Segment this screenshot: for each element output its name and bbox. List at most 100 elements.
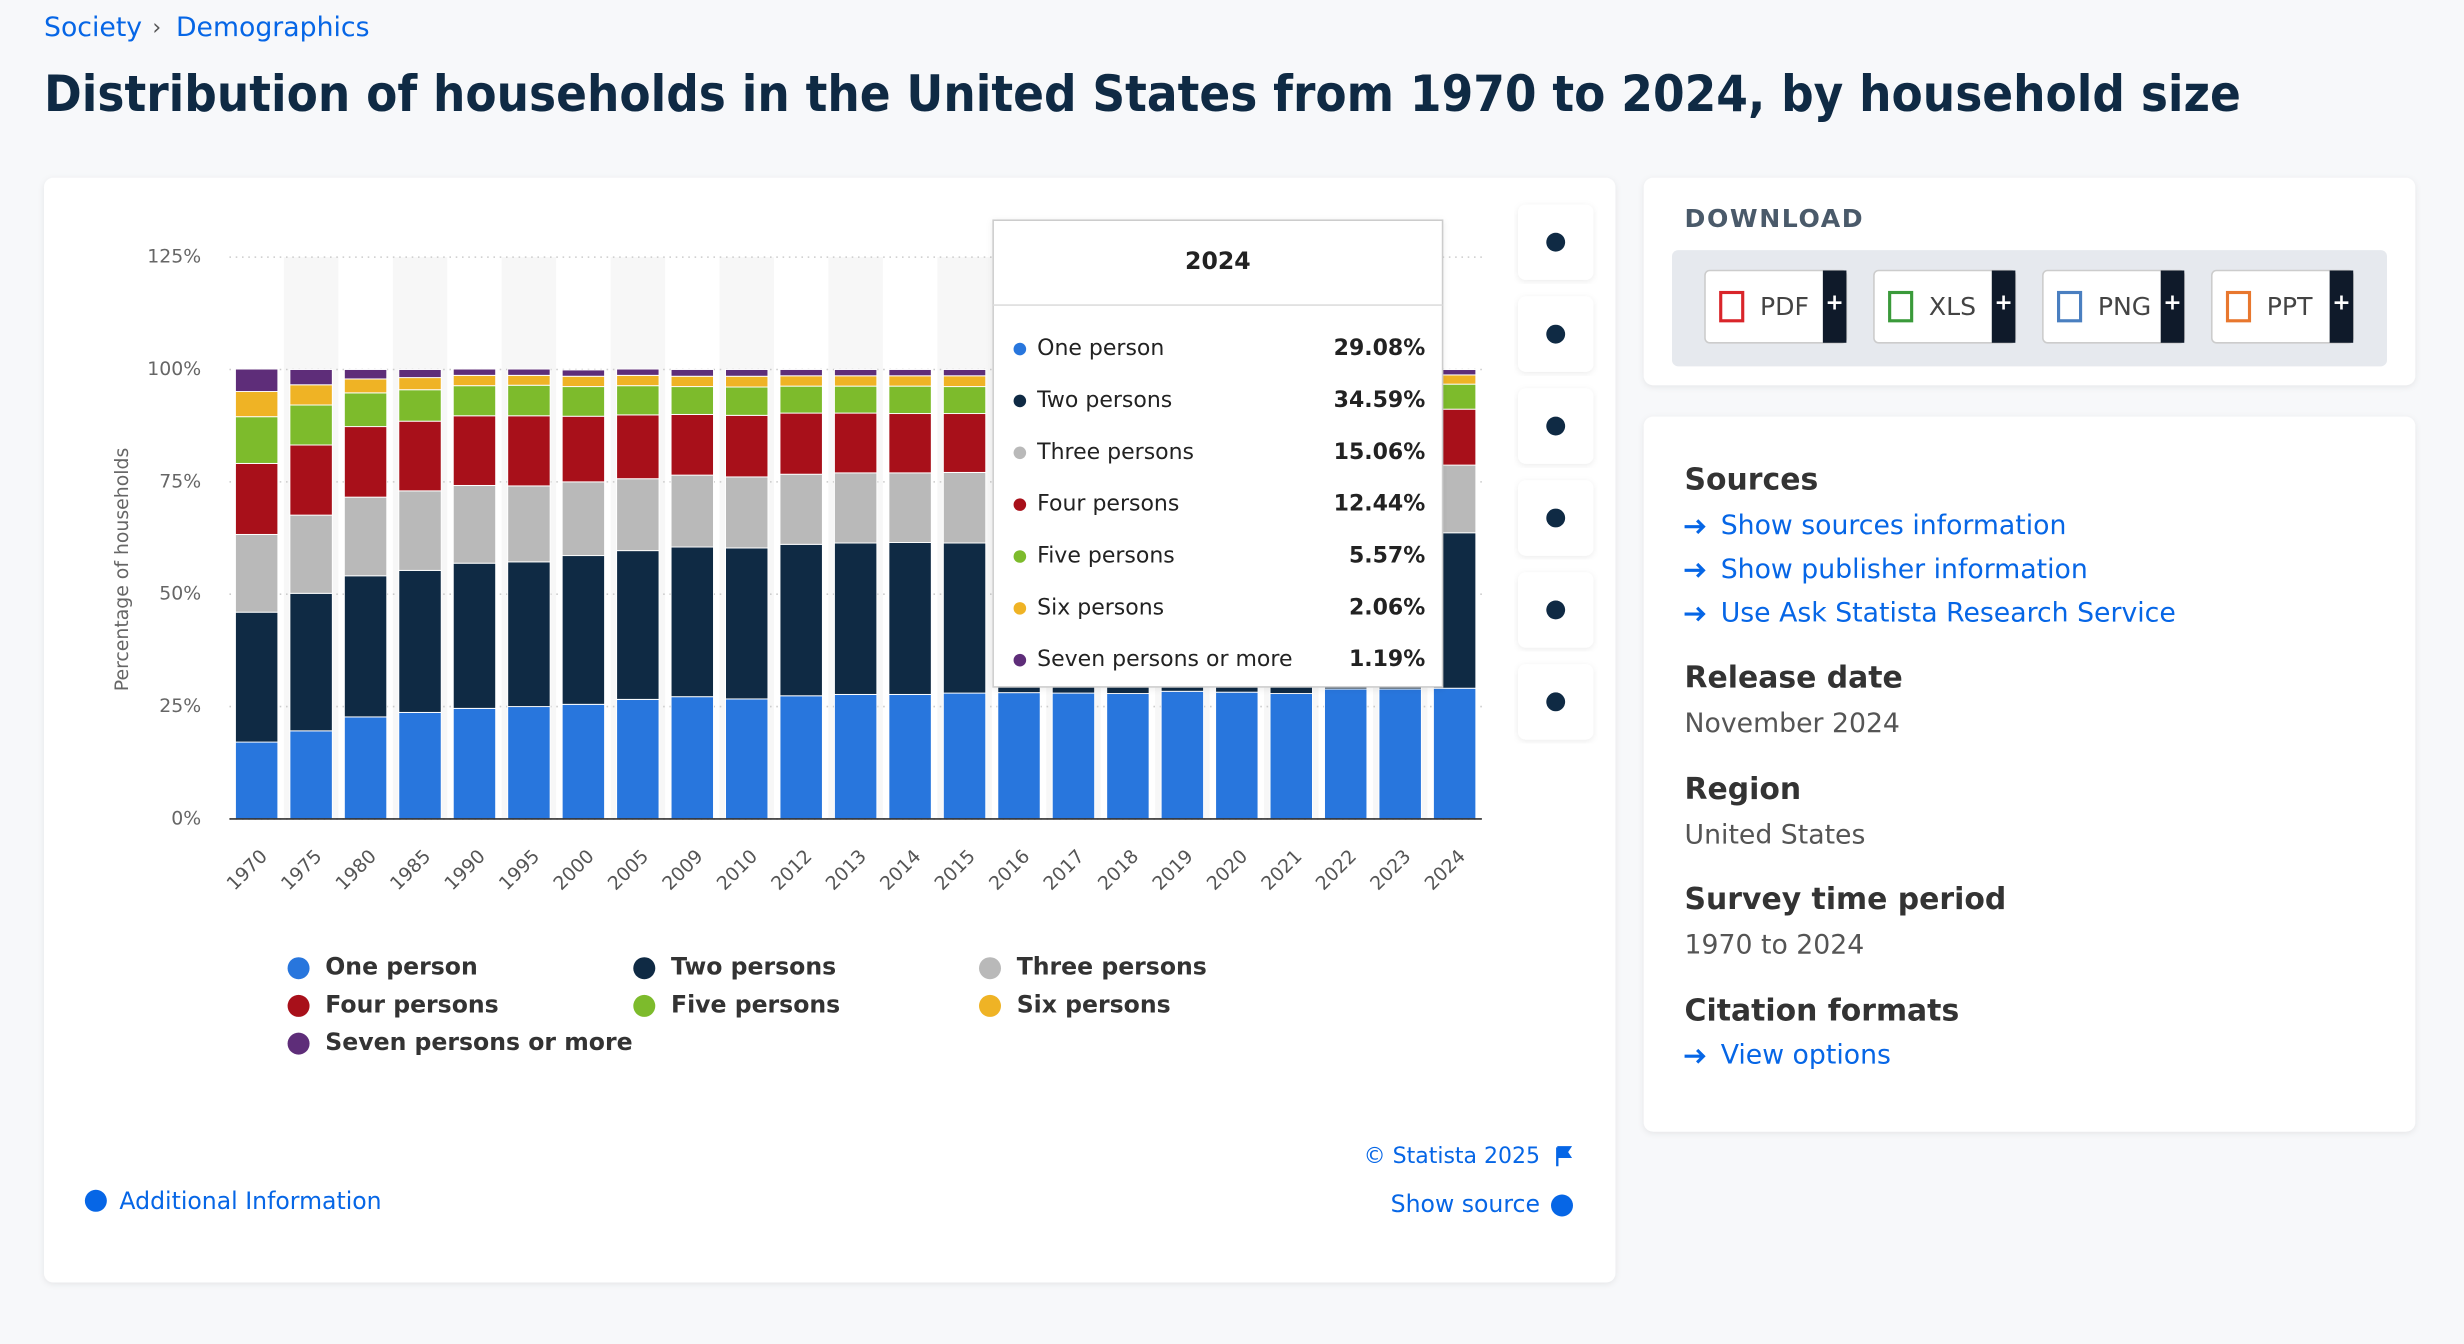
- bar-segment: [942, 692, 987, 820]
- tooltip-value: 2.06%: [1349, 595, 1425, 620]
- legend-swatch[interactable]: [287, 957, 310, 980]
- plus-box: [2329, 270, 2354, 343]
- file-icon: [2225, 290, 2252, 323]
- tooltip-swatch: [1013, 394, 1027, 408]
- bar-segment: [507, 384, 551, 417]
- download-label[interactable]: PPT: [2267, 292, 2313, 321]
- legend-swatch[interactable]: [633, 994, 656, 1017]
- section-link[interactable]: View options: [1721, 1040, 1891, 1071]
- bar-segment: [1051, 692, 1096, 820]
- bar-segment: [452, 707, 497, 820]
- tooltip-name: Three persons: [1036, 440, 1194, 465]
- tooltip-name: Four persons: [1037, 492, 1179, 517]
- bar-segment: [289, 592, 333, 732]
- bar-segment: [670, 375, 714, 388]
- legend-swatch[interactable]: [633, 957, 656, 980]
- bar-segment: [398, 711, 442, 820]
- tooltip-swatch: [1013, 446, 1027, 460]
- bar-segment: [942, 413, 987, 473]
- legend-label[interactable]: Five persons: [671, 990, 840, 1018]
- bar-segment: [1106, 693, 1150, 820]
- bar-segment: [234, 741, 279, 820]
- bar-segment: [398, 420, 442, 492]
- bar-segment: [507, 561, 551, 708]
- tool-icon: [1546, 232, 1566, 252]
- bar-segment: [888, 542, 932, 695]
- bar-segment: [234, 416, 279, 464]
- legend-swatch[interactable]: [979, 957, 1001, 980]
- info-card: [1643, 416, 2416, 1132]
- bar-segment: [452, 368, 497, 376]
- tool-icon: [1546, 324, 1566, 344]
- legend-label[interactable]: One person: [325, 953, 477, 981]
- breadcrumb-sep: ›: [152, 15, 161, 40]
- bar-segment: [289, 514, 333, 594]
- bar-segment: [289, 444, 333, 516]
- download-label[interactable]: XLS: [1929, 292, 1976, 321]
- sidebar: DOWNLOAD PDF + XLS + PNG + PPT + Sources Show sour…: [1685, 204, 2354, 1071]
- bar-segment: [942, 471, 987, 544]
- bar-segment: [234, 462, 279, 535]
- legend-label[interactable]: Four persons: [325, 990, 498, 1018]
- plus-box: [2160, 270, 2185, 343]
- show-source[interactable]: Show source: [1391, 1190, 1540, 1218]
- section-link[interactable]: Use Ask Statista Research Service: [1721, 598, 2176, 629]
- legend-label[interactable]: Three persons: [1017, 953, 1207, 981]
- legend-swatch[interactable]: [979, 994, 1001, 1017]
- bar-segment: [888, 472, 932, 544]
- bar-segment: [670, 546, 714, 698]
- breadcrumb-link[interactable]: Demographics: [176, 12, 370, 43]
- y-tick-label: 50%: [159, 584, 201, 605]
- tooltip-name: Seven persons or more: [1037, 647, 1292, 672]
- bar-segment: [343, 426, 388, 498]
- plus-box: [1991, 270, 2016, 343]
- bar-segment: [343, 392, 388, 428]
- bar-segment: [616, 698, 660, 820]
- bar-segment: [507, 368, 551, 376]
- bar-segment: [507, 706, 551, 820]
- tooltip-value: 34.59%: [1334, 388, 1426, 413]
- legend-swatch[interactable]: [287, 994, 310, 1017]
- bar-segment: [398, 369, 442, 379]
- breadcrumb-link[interactable]: Society: [44, 12, 142, 43]
- bar-segment: [452, 484, 497, 564]
- bar-segment: [616, 550, 660, 700]
- bar-segment: [289, 730, 333, 820]
- download-title: DOWNLOAD: [1685, 204, 1865, 233]
- download-label[interactable]: PNG: [2098, 292, 2151, 321]
- bar-segment: [779, 369, 823, 377]
- bar-segment: [725, 369, 769, 377]
- additional-info[interactable]: Additional Information: [119, 1187, 381, 1215]
- bar-segment: [942, 542, 987, 694]
- download-label[interactable]: PDF: [1760, 292, 1809, 321]
- arrow-icon: [1684, 562, 1706, 578]
- download-bar: [1672, 250, 2387, 367]
- bar-segment: [561, 703, 606, 820]
- legend-label[interactable]: Two persons: [671, 953, 836, 981]
- copyright[interactable]: © Statista 2025: [1364, 1144, 1540, 1169]
- bar-segment: [833, 542, 878, 695]
- bar-segment: [833, 472, 878, 544]
- section-value: 1970 to 2024: [1685, 930, 1865, 961]
- section-link[interactable]: Show publisher information: [1721, 554, 2088, 585]
- bar-segment: [452, 374, 497, 387]
- bar-segment: [343, 496, 388, 577]
- legend-swatch[interactable]: [287, 1032, 310, 1055]
- plus-label: +: [1994, 291, 2012, 316]
- y-tick-label: 125%: [147, 247, 201, 268]
- tooltip-name: Five persons: [1037, 544, 1175, 569]
- bar-segment: [779, 375, 823, 387]
- bar-segment: [725, 414, 769, 478]
- tool-icon: [1546, 416, 1566, 436]
- section-link[interactable]: Show sources information: [1721, 510, 2067, 541]
- bar-segment: [1378, 688, 1422, 820]
- tooltip-swatch: [1013, 550, 1027, 563]
- bar-segment: [343, 369, 388, 380]
- legend-label[interactable]: Seven persons or more: [325, 1028, 632, 1056]
- toolbar: [1518, 204, 1594, 740]
- bar-segment: [1269, 693, 1313, 820]
- tooltip-title: 2024: [1185, 247, 1251, 275]
- legend-label[interactable]: Six persons: [1017, 990, 1171, 1018]
- y-tick-label: 100%: [147, 359, 201, 380]
